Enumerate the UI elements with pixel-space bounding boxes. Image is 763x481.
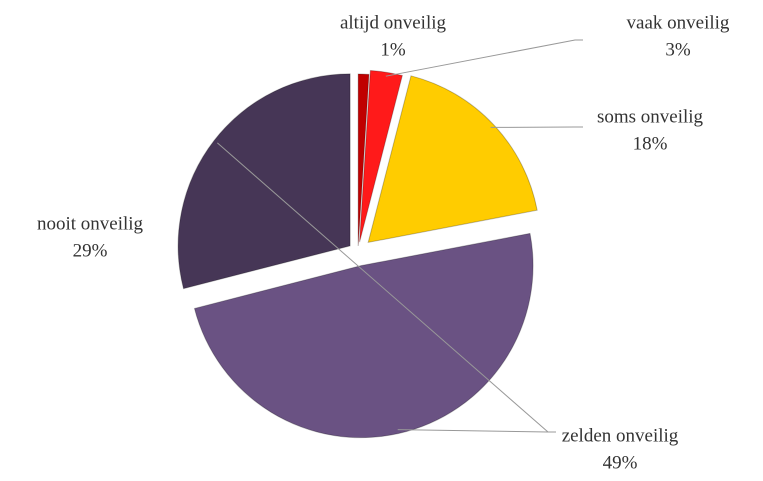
slice-label: zelden onveilig — [562, 425, 679, 446]
slice-label: soms onveilig — [597, 106, 704, 127]
leader-line — [217, 142, 556, 433]
pie-slice — [367, 75, 538, 244]
slice-value: 3% — [665, 39, 691, 60]
pie-slice — [177, 73, 351, 290]
slice-value: 18% — [633, 133, 668, 154]
slice-label: altijd onveilig — [340, 12, 447, 33]
slice-label: vaak onveilig — [627, 12, 730, 33]
pie-slice — [193, 232, 534, 439]
pie-slice — [357, 73, 370, 247]
slice-value: 49% — [603, 452, 638, 473]
pie-slice — [359, 69, 403, 243]
slice-label: nooit onveilig — [37, 213, 144, 234]
leader-line — [385, 39, 583, 77]
leader-line — [397, 429, 556, 433]
slice-value: 29% — [73, 240, 108, 261]
slice-value: 1% — [380, 39, 406, 60]
